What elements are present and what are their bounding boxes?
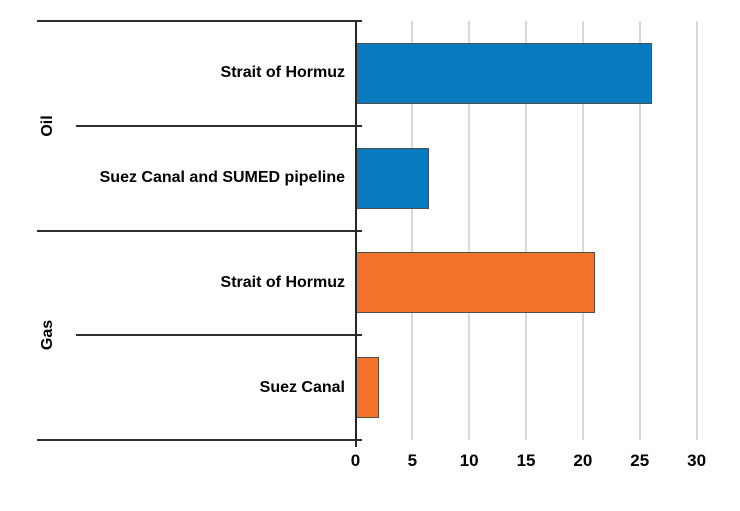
x-tick-label: 15	[516, 451, 536, 470]
group-label-text: Gas	[39, 320, 56, 351]
bar-oil-strait-of-hormuz	[356, 42, 652, 104]
category-label: Strait of Hormuz	[220, 273, 345, 291]
gridline	[638, 21, 641, 440]
category-label: Suez Canal	[259, 378, 345, 396]
group-separator-line	[37, 20, 362, 22]
x-tick-label: 0	[350, 451, 361, 470]
gridline	[411, 21, 414, 440]
x-tick-label: 5	[407, 451, 418, 470]
category-divider-line	[76, 124, 362, 127]
category-label: Strait of Hormuz	[220, 64, 345, 82]
group-label-text: Oil	[39, 115, 56, 137]
gridline	[525, 21, 528, 440]
y-axis-line	[354, 21, 357, 447]
gridline	[468, 21, 471, 440]
gridline	[695, 21, 698, 440]
bar-gas-strait-of-hormuz	[356, 252, 595, 314]
gridline	[581, 21, 584, 440]
group-separator-line	[37, 229, 362, 232]
bar-oil-suez-canal-and-sumed-pipeline	[356, 147, 429, 209]
x-tick-label: 20	[573, 451, 593, 470]
bar-gas-suez-canal	[356, 357, 379, 419]
group-separator-line	[37, 439, 362, 441]
x-tick-label: 10	[459, 451, 479, 470]
x-tick-label: 30	[687, 451, 707, 470]
category-label: Suez Canal and SUMED pipeline	[99, 169, 345, 187]
x-tick-label: 25	[630, 451, 650, 470]
category-divider-line	[76, 334, 362, 337]
